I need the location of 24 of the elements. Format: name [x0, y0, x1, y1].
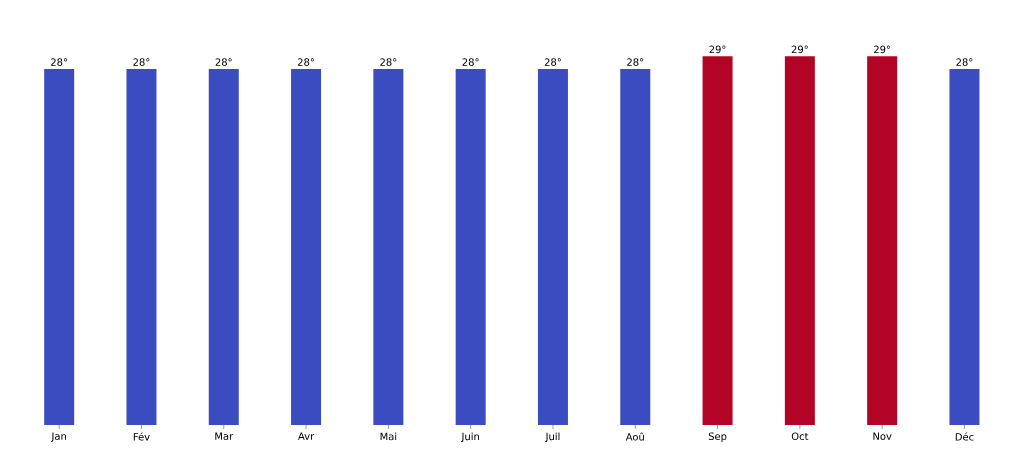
data-label: 29°: [791, 45, 808, 54]
x-tick-label: Mai: [380, 432, 397, 441]
x-tick-label: Juin: [460, 432, 479, 443]
x-tick-label: Jan: [50, 432, 66, 442]
x-tick-label: Déc: [955, 432, 974, 441]
data-label: 29°: [709, 45, 726, 54]
data-label: 28°: [133, 58, 150, 66]
x-tick-label: Nov: [873, 432, 892, 440]
data-label: 28°: [462, 58, 479, 66]
x-tick-label: Aoû: [625, 432, 644, 441]
data-label: 29°: [874, 45, 891, 54]
x-tick-label: Avr: [298, 432, 315, 440]
data-label: 28°: [51, 58, 68, 66]
x-tick-label: Sep: [708, 432, 727, 442]
x-tick-label: Oct: [791, 432, 809, 441]
data-label: 28°: [380, 58, 397, 66]
data-label: 28°: [297, 58, 314, 66]
data-label: 28°: [544, 58, 561, 66]
x-tick-label: Juil: [545, 432, 560, 443]
data-label: 28°: [215, 58, 232, 66]
x-tick-label: Fév: [133, 432, 150, 441]
x-tick-label: Mar: [215, 432, 234, 440]
data-label: 28°: [627, 58, 644, 66]
data-label: 28°: [956, 58, 973, 66]
